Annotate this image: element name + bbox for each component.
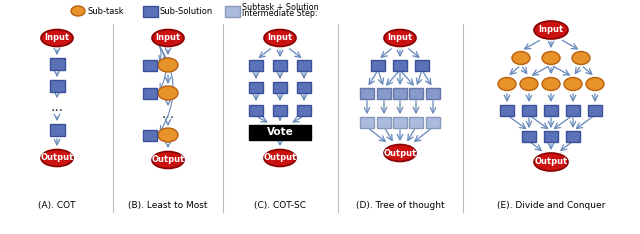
FancyBboxPatch shape	[371, 59, 385, 70]
Ellipse shape	[152, 29, 184, 47]
Text: Sub-Solution: Sub-Solution	[160, 7, 213, 15]
FancyBboxPatch shape	[415, 59, 429, 70]
Text: Input: Input	[44, 33, 70, 43]
Text: (A). COT: (A). COT	[38, 201, 76, 210]
Ellipse shape	[586, 77, 604, 91]
FancyBboxPatch shape	[377, 117, 391, 128]
FancyBboxPatch shape	[143, 129, 157, 140]
FancyBboxPatch shape	[273, 81, 287, 92]
Text: Vote: Vote	[267, 127, 293, 137]
Ellipse shape	[534, 153, 568, 171]
FancyBboxPatch shape	[588, 105, 602, 116]
Ellipse shape	[384, 145, 416, 161]
Ellipse shape	[542, 51, 560, 65]
Ellipse shape	[158, 58, 178, 72]
Ellipse shape	[71, 6, 85, 16]
Ellipse shape	[384, 29, 416, 47]
FancyBboxPatch shape	[249, 59, 263, 70]
FancyBboxPatch shape	[297, 59, 311, 70]
Ellipse shape	[512, 51, 530, 65]
FancyBboxPatch shape	[544, 131, 558, 142]
FancyBboxPatch shape	[393, 88, 407, 99]
Text: Subtask + Solution: Subtask + Solution	[242, 3, 319, 11]
FancyBboxPatch shape	[522, 105, 536, 116]
FancyBboxPatch shape	[360, 117, 374, 128]
Ellipse shape	[158, 128, 178, 142]
FancyBboxPatch shape	[566, 105, 580, 116]
FancyBboxPatch shape	[297, 105, 311, 116]
FancyBboxPatch shape	[500, 105, 514, 116]
FancyBboxPatch shape	[360, 88, 374, 99]
FancyBboxPatch shape	[566, 131, 580, 142]
Text: Input: Input	[156, 33, 180, 43]
Ellipse shape	[564, 77, 582, 91]
Text: (B). Least to Most: (B). Least to Most	[128, 201, 208, 210]
FancyBboxPatch shape	[522, 131, 536, 142]
FancyBboxPatch shape	[225, 6, 239, 17]
Ellipse shape	[41, 150, 73, 167]
FancyBboxPatch shape	[409, 88, 423, 99]
FancyBboxPatch shape	[249, 124, 311, 139]
Ellipse shape	[542, 77, 560, 91]
Text: Sub-task: Sub-task	[87, 7, 124, 15]
FancyBboxPatch shape	[426, 88, 440, 99]
Text: Input: Input	[538, 26, 564, 34]
FancyBboxPatch shape	[297, 81, 311, 92]
Text: Output: Output	[383, 149, 417, 157]
Ellipse shape	[264, 150, 296, 167]
FancyBboxPatch shape	[143, 59, 157, 70]
Text: (D). Tree of thought: (D). Tree of thought	[356, 201, 444, 210]
Text: Input: Input	[387, 33, 413, 43]
FancyBboxPatch shape	[426, 117, 440, 128]
Text: Output: Output	[264, 154, 296, 162]
FancyBboxPatch shape	[249, 105, 263, 116]
FancyBboxPatch shape	[544, 105, 558, 116]
Ellipse shape	[520, 77, 538, 91]
FancyBboxPatch shape	[143, 88, 157, 99]
FancyBboxPatch shape	[273, 59, 287, 70]
Ellipse shape	[158, 86, 178, 100]
Text: Intermediate Step:: Intermediate Step:	[242, 10, 317, 18]
Text: ...: ...	[161, 107, 175, 121]
FancyBboxPatch shape	[49, 124, 65, 136]
Text: (E). Divide and Conquer: (E). Divide and Conquer	[497, 201, 605, 210]
Ellipse shape	[498, 77, 516, 91]
Ellipse shape	[534, 21, 568, 39]
Ellipse shape	[41, 29, 73, 47]
FancyBboxPatch shape	[273, 105, 287, 116]
Text: (C). COT-SC: (C). COT-SC	[254, 201, 306, 210]
FancyBboxPatch shape	[49, 80, 65, 92]
Ellipse shape	[152, 151, 184, 168]
FancyBboxPatch shape	[393, 59, 407, 70]
Text: Output: Output	[152, 156, 184, 165]
FancyBboxPatch shape	[49, 58, 65, 70]
Text: ...: ...	[51, 100, 63, 114]
Text: Output: Output	[534, 157, 568, 167]
FancyBboxPatch shape	[377, 88, 391, 99]
Ellipse shape	[572, 51, 590, 65]
Text: Output: Output	[40, 154, 74, 162]
FancyBboxPatch shape	[143, 6, 157, 17]
FancyBboxPatch shape	[409, 117, 423, 128]
FancyBboxPatch shape	[393, 117, 407, 128]
FancyBboxPatch shape	[249, 81, 263, 92]
Text: Input: Input	[268, 33, 292, 43]
Ellipse shape	[264, 29, 296, 47]
